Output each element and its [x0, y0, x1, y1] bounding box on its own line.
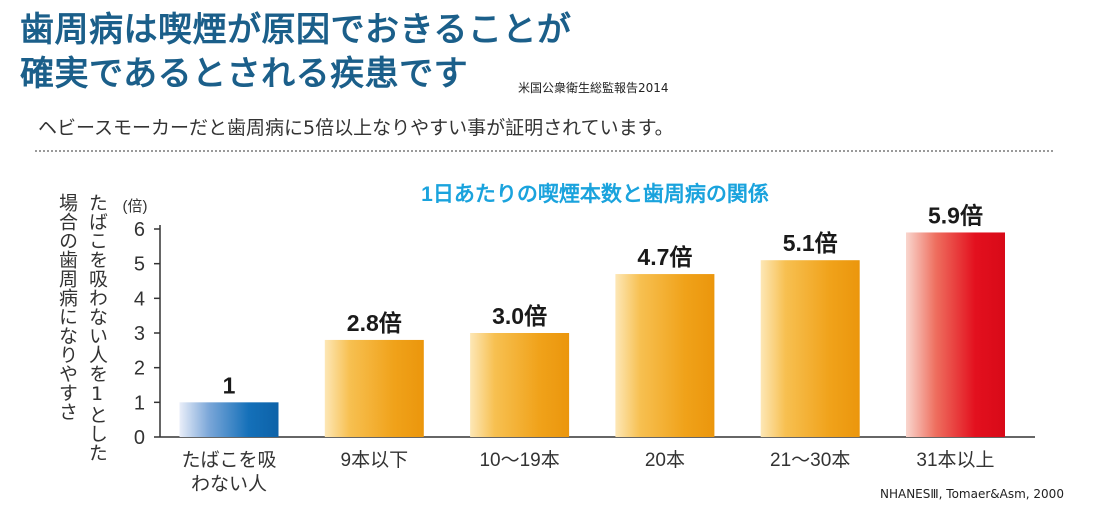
bar-value-label: 1: [223, 372, 236, 398]
subtitle: ヘビースモーカーだと歯周病に5倍以上なりやすい事が証明されています。: [38, 117, 674, 139]
y-tick-label: 5: [134, 254, 145, 276]
headline-source: 米国公衆衛生総監報告2014: [518, 81, 669, 95]
x-category-label: 21〜30本: [770, 449, 850, 471]
headline-line-2: 確実であるとされる疾患です: [20, 54, 469, 94]
headline-line-1: 歯周病は喫煙が原因でおきることが: [20, 10, 572, 50]
bar: [324, 339, 424, 437]
x-category-label: 9本以下: [341, 449, 409, 471]
bar-value-label: 2.8倍: [347, 310, 402, 336]
x-category-label: たばこを吸: [181, 449, 276, 471]
bar-value-label: 4.7倍: [637, 244, 692, 270]
y-axis-title-line-1: たばこを吸わない人を1とした: [86, 193, 108, 462]
bar-value-label: 5.1倍: [783, 230, 838, 256]
chart-source: NHANESⅢ, Tomaer&Asm, 2000: [880, 487, 1064, 501]
x-category-label: 20本: [645, 449, 685, 471]
x-category-label: 10〜19本: [479, 449, 559, 471]
y-tick-label: 3: [134, 323, 145, 345]
chart-title: 1日あたりの喫煙本数と歯周病の関係: [421, 182, 769, 206]
bar-value-label: 3.0倍: [492, 303, 547, 329]
y-tick-label: 4: [134, 288, 145, 310]
bar: [179, 402, 279, 437]
x-category-label: 31本以上: [916, 449, 994, 471]
bar: [760, 260, 860, 437]
y-axis-unit: (倍): [123, 198, 148, 215]
y-tick-label: 0: [134, 427, 145, 449]
y-tick-label: 1: [134, 392, 145, 414]
y-tick-label: 2: [134, 358, 145, 380]
dotted-divider: [35, 150, 1053, 152]
bar: [615, 274, 715, 437]
bar-value-label: 5.9倍: [928, 202, 983, 228]
x-category-label: わない人: [191, 473, 267, 495]
y-axis-title-line-2: 場合の歯周病になりやすさ: [56, 193, 78, 421]
bar: [906, 232, 1005, 437]
y-tick-label: 6: [134, 219, 145, 241]
bar: [470, 333, 570, 437]
